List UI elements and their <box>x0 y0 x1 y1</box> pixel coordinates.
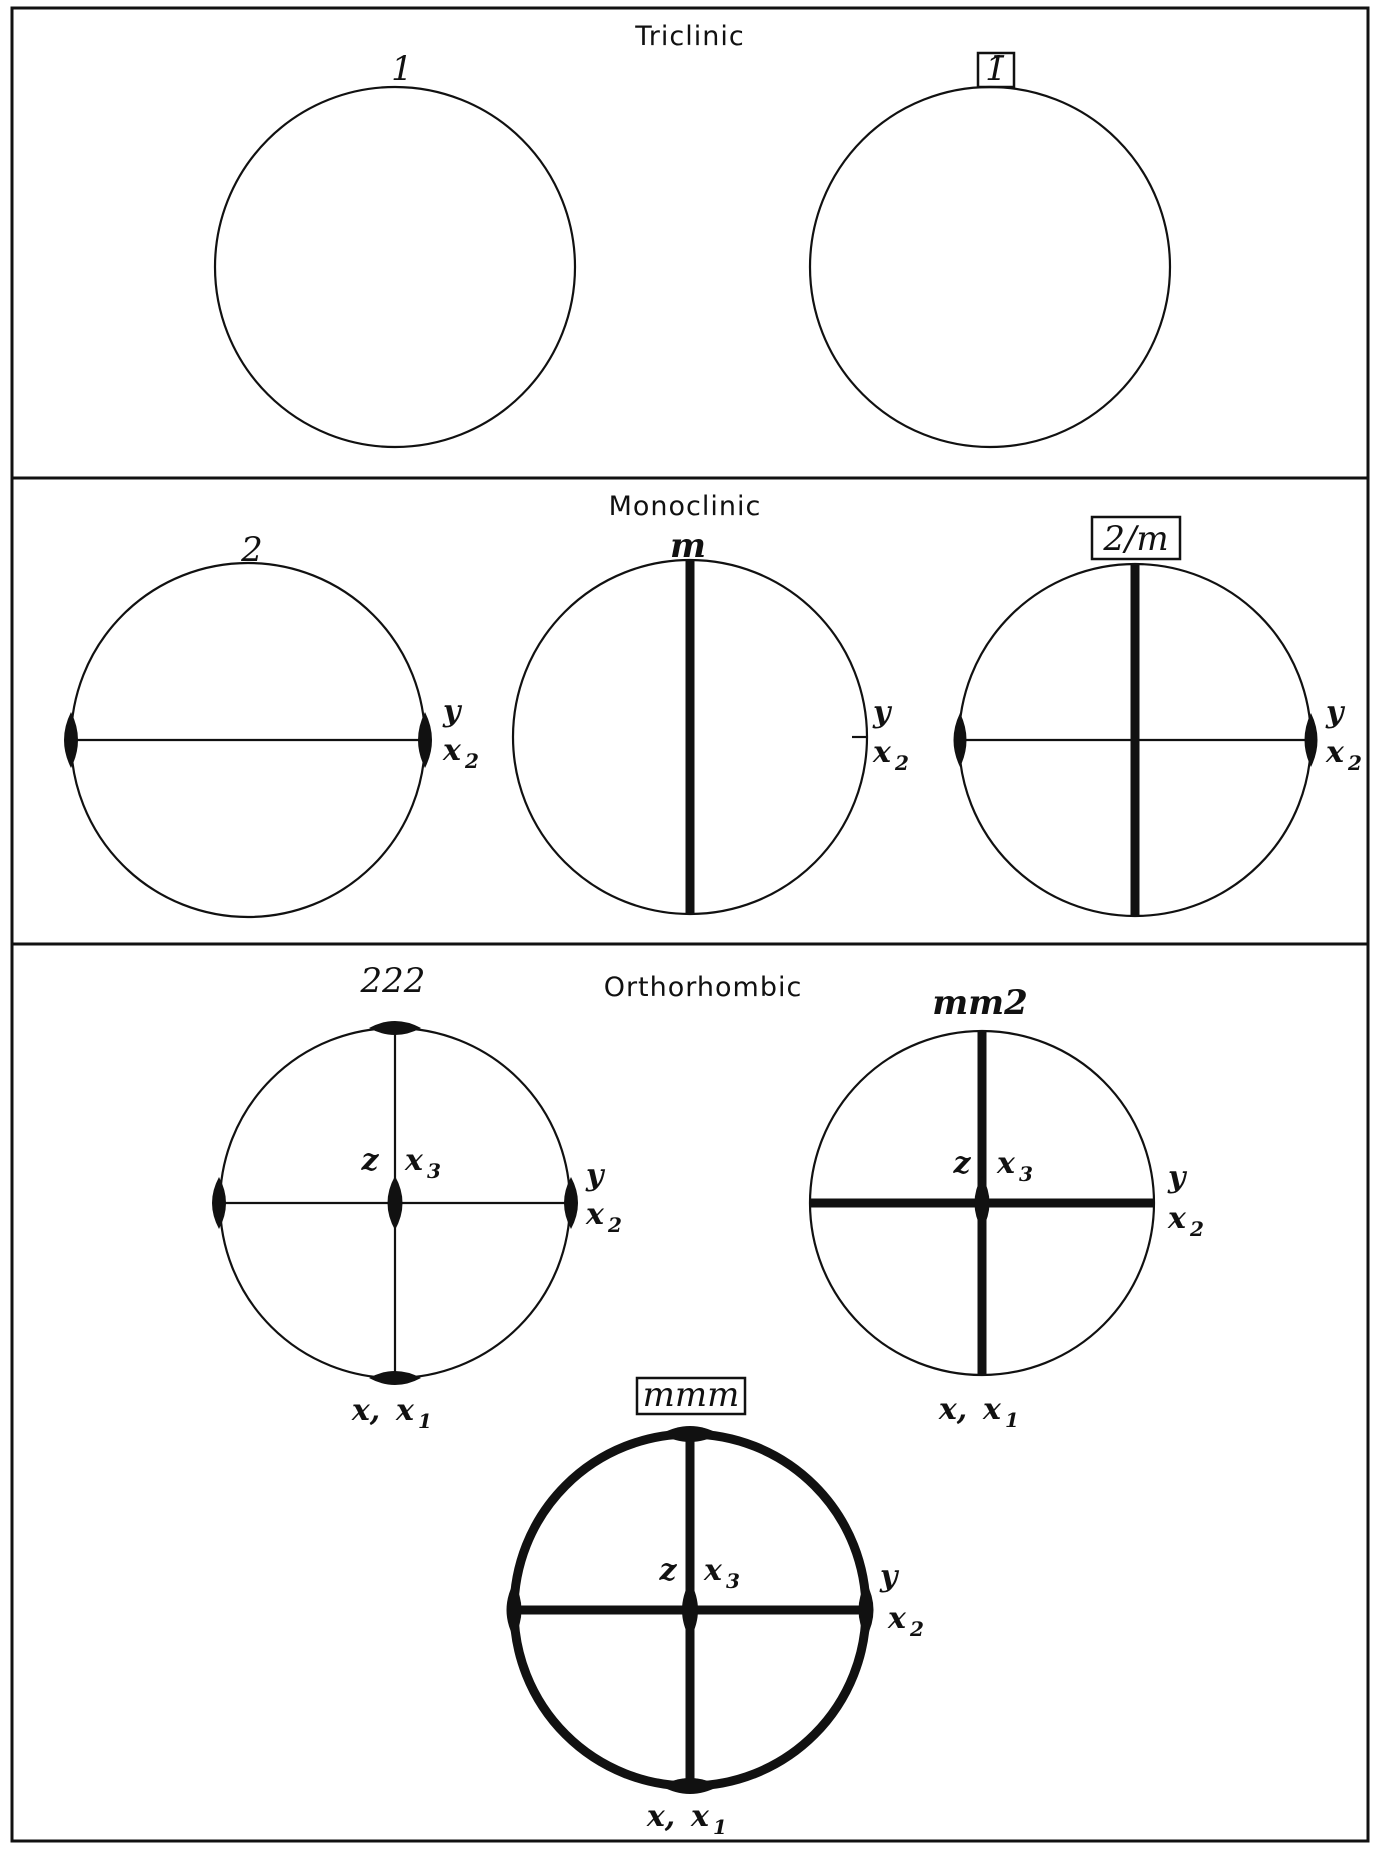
axis-label-subscript: 2 <box>909 1617 924 1641</box>
twofold-axis-symbol-left <box>506 1582 522 1638</box>
triclinic-panel-frame <box>10 6 1370 480</box>
axis-label-x: x <box>1325 735 1345 770</box>
axis-label-subscript: 3 <box>1019 1162 1033 1186</box>
twofold-axis-symbol-center <box>974 1176 990 1230</box>
section-monoclinic: Monoclinic 2 y x 2 m y x 2 2/m <box>10 476 1370 946</box>
axis-label-z: z <box>952 1146 971 1181</box>
axis-label-z: z <box>360 1143 379 1178</box>
axis-label-subscript: 2 <box>1347 751 1362 775</box>
group-symbol-1-bar: 1̄ <box>985 49 1007 89</box>
group-symbol-mm2: mm2 <box>932 983 1028 1023</box>
twofold-axis-symbol-center <box>387 1176 403 1230</box>
primitive-circle <box>213 85 577 449</box>
axis-label-x-comma: x, <box>351 1393 380 1428</box>
holohedry-box-mmm <box>635 1376 747 1416</box>
axis-label-x: x <box>887 1601 907 1636</box>
twofold-axis-symbol-bottom <box>369 1371 421 1385</box>
axis-label-subscript: 1 <box>418 1409 432 1433</box>
orthorhombic-panel-frame <box>10 942 1370 1843</box>
axis-label-x: x <box>872 735 892 770</box>
twofold-axis-symbol-left <box>212 1177 226 1229</box>
twofold-axis-symbol-center <box>682 1581 698 1639</box>
axis-label-subscript: 2 <box>464 749 479 773</box>
holohedry-box-2-over-m <box>1090 515 1182 561</box>
group-symbol-2-over-m: 2/m <box>1102 519 1168 559</box>
axis-label-subscript: 1 <box>1005 1408 1019 1432</box>
axis-label-x: x <box>703 1553 723 1588</box>
twofold-axis-symbol-right <box>564 1177 578 1229</box>
group-symbol-2: 2 <box>240 530 263 570</box>
stereogram-2-over-m: 2/m y x 2 <box>953 515 1362 918</box>
twofold-axis-symbol-right <box>858 1582 874 1638</box>
axis-label-x: x <box>1167 1201 1187 1236</box>
group-symbol-1: 1 <box>391 49 413 89</box>
axis-label-subscript: 3 <box>427 1159 441 1183</box>
axis-label-y: y <box>1167 1160 1188 1195</box>
axis-label-y: y <box>585 1158 606 1193</box>
group-symbol-mmm: mmm <box>643 1375 740 1415</box>
axis-label-subscript: 2 <box>894 751 909 775</box>
axis-label-x-comma: x, <box>938 1392 967 1427</box>
axis-label-x: x <box>442 733 462 768</box>
stereogram-mmm: mmm z x 3 y x 2 x, x 1 <box>506 1375 924 1839</box>
stereogram-2: 2 y x 2 <box>64 530 479 919</box>
axis-label-z: z <box>658 1553 677 1588</box>
section-title-orthorhombic: Orthorhombic <box>604 972 803 1003</box>
stereogram-1: 1 <box>213 49 577 449</box>
stereogram-mm2: mm2 z x 3 y x 2 x, x 1 <box>808 983 1204 1432</box>
axis-label-subscript: 2 <box>1189 1217 1204 1241</box>
axis-label-y: y <box>879 1559 900 1594</box>
stereogram-222: 222 z x 3 y x 2 x, x 1 <box>212 961 622 1433</box>
twofold-axis-symbol-top <box>369 1021 421 1035</box>
twofold-axis-symbol-left <box>953 713 967 767</box>
primitive-circle <box>808 85 1172 449</box>
section-orthorhombic: Orthorhombic 222 z x 3 y x 2 x, x 1 mm2 <box>10 942 1370 1843</box>
axis-label-x: x <box>690 1799 710 1834</box>
twofold-axis-symbol-bottom <box>661 1778 719 1794</box>
axis-label-y: y <box>872 695 893 730</box>
axis-label-x: x <box>395 1393 415 1428</box>
axis-label-subscript: 3 <box>726 1569 740 1593</box>
axis-label-subscript: 2 <box>607 1213 622 1237</box>
twofold-axis-symbol-right <box>418 712 432 768</box>
section-title-monoclinic: Monoclinic <box>609 491 762 522</box>
stereogram-m: m y x 2 <box>511 526 909 916</box>
axis-label-x: x <box>982 1392 1002 1427</box>
axis-label-subscript: 1 <box>713 1815 727 1839</box>
axis-label-y: y <box>1325 695 1346 730</box>
twofold-axis-symbol-right <box>1304 713 1318 767</box>
axis-label-x-comma: x, <box>646 1799 675 1834</box>
axis-label-x: x <box>404 1143 424 1178</box>
axis-label-x: x <box>996 1146 1016 1181</box>
stereogram-1-bar: 1̄ <box>808 49 1172 449</box>
twofold-axis-symbol-left <box>64 712 78 768</box>
section-triclinic: Triclinic 1 1̄ <box>10 6 1370 480</box>
section-title-triclinic: Triclinic <box>634 21 744 52</box>
axis-label-y: y <box>442 694 463 729</box>
group-symbol-222: 222 <box>360 961 426 1001</box>
twofold-axis-symbol-top <box>661 1426 719 1442</box>
axis-label-x: x <box>585 1197 605 1232</box>
